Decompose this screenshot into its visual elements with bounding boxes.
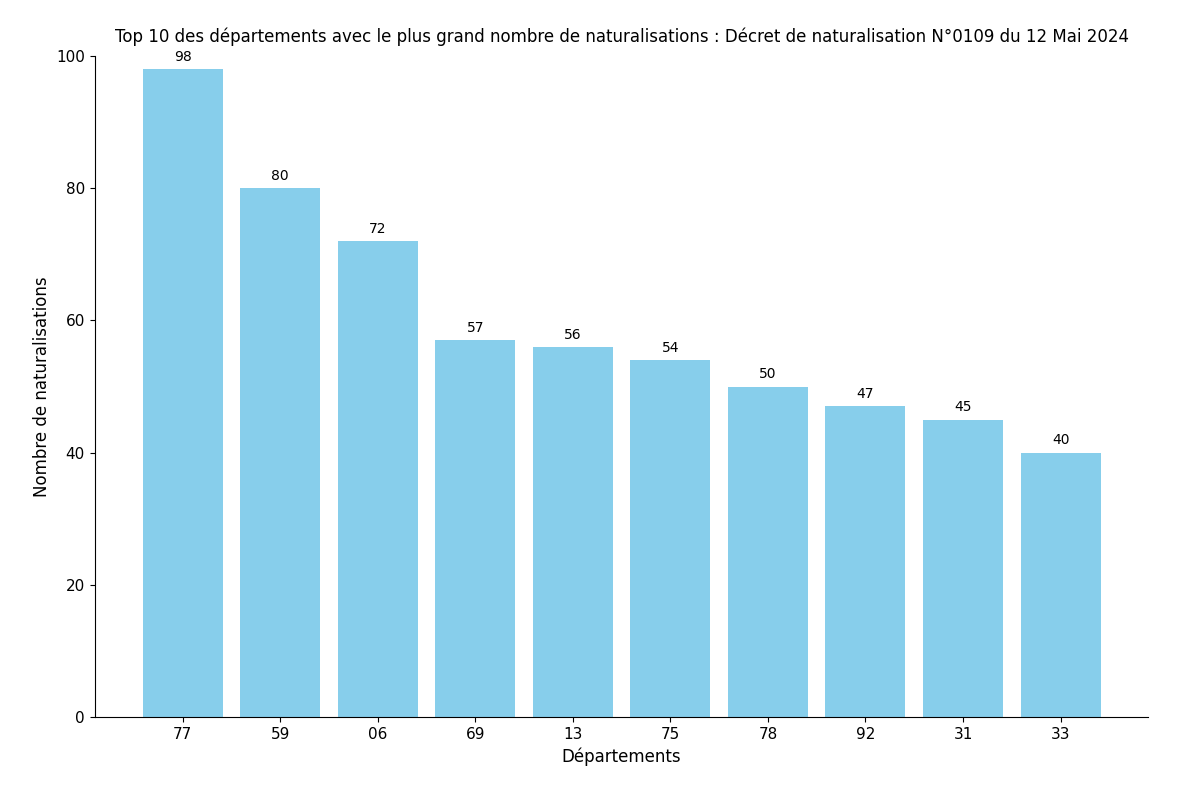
X-axis label: Départements: Départements [561, 748, 682, 766]
Bar [337, 241, 418, 717]
Text: 72: 72 [369, 222, 386, 236]
Bar [533, 347, 613, 717]
Bar [630, 360, 710, 717]
Bar [1021, 453, 1101, 717]
Bar [728, 387, 807, 717]
Y-axis label: Nombre de naturalisations: Nombre de naturalisations [33, 277, 51, 497]
Text: 80: 80 [271, 169, 289, 183]
Bar [436, 340, 515, 717]
Text: 98: 98 [174, 49, 192, 64]
Text: 40: 40 [1051, 434, 1069, 447]
Text: 45: 45 [954, 400, 972, 414]
Bar [240, 188, 320, 717]
Text: 50: 50 [759, 367, 777, 381]
Bar [825, 406, 906, 717]
Text: 57: 57 [466, 321, 484, 335]
Bar [924, 419, 1003, 717]
Text: 54: 54 [662, 341, 680, 355]
Text: 47: 47 [857, 387, 874, 401]
Bar [142, 69, 223, 717]
Text: 56: 56 [564, 328, 581, 342]
Title: Top 10 des départements avec le plus grand nombre de naturalisations : Décret de: Top 10 des départements avec le plus gra… [115, 27, 1128, 46]
